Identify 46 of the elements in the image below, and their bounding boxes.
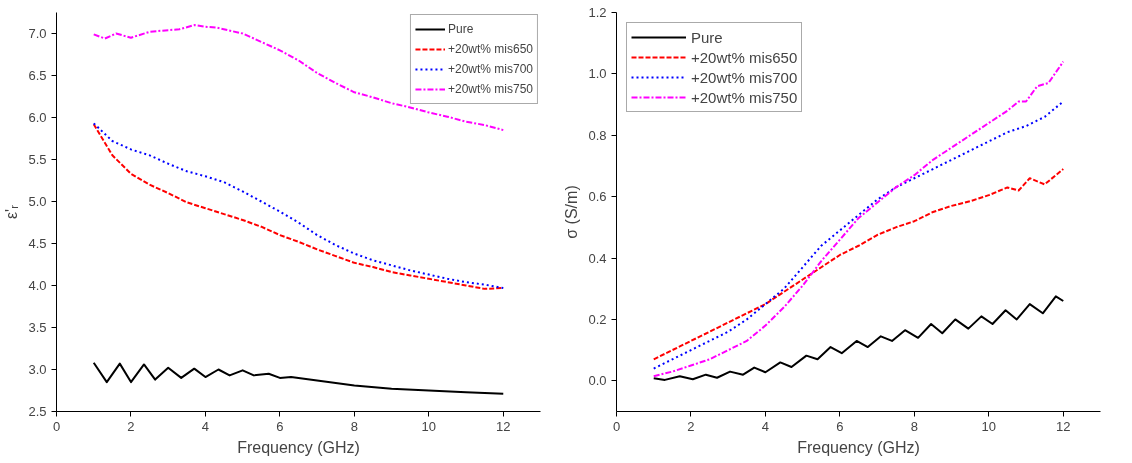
y-tick-label: 7.0 (28, 26, 47, 41)
x-tick-label: 6 (276, 418, 284, 434)
line-series (652, 295, 1065, 381)
y-tick-label: 4.5 (28, 236, 47, 251)
legend-label: +20wt% mis650 (447, 42, 533, 56)
y-tick-label: 0.0 (588, 373, 607, 389)
y-tick-label: 3.0 (28, 362, 47, 377)
y-tick-label: 0.2 (588, 311, 607, 327)
x-tick-label: 12 (496, 418, 511, 434)
y-tick-label: 1.2 (588, 5, 607, 20)
y-tick-label: 0.4 (588, 250, 607, 266)
legend-label: +20wt% mis700 (447, 62, 533, 76)
x-tick-label: 10 (981, 418, 997, 434)
legend-label: +20wt% mis700 (691, 68, 798, 86)
x-tick-label: 4 (761, 418, 770, 434)
x-tick-label: 6 (836, 418, 844, 434)
y-tick-label: 4.0 (28, 278, 47, 293)
legend-label: +20wt% mis650 (691, 48, 798, 66)
x-axis-title: Frequency (GHz) (797, 438, 920, 456)
y-tick-label: 5.5 (28, 152, 47, 167)
x-tick-label: 8 (350, 418, 358, 434)
y-tick-label: 5.0 (28, 194, 47, 209)
x-tick-label: 8 (910, 418, 918, 434)
y-tick-label: 6.0 (28, 110, 47, 125)
legend-label: Pure (691, 28, 723, 46)
x-tick-label: 0 (52, 418, 61, 434)
y-tick-label: 6.5 (28, 68, 47, 83)
x-tick-label: 2 (687, 418, 695, 434)
legend-label: +20wt% mis750 (691, 88, 798, 106)
legend-label: Pure (447, 22, 474, 36)
legend-label: +20wt% mis750 (447, 82, 533, 96)
y-tick-label: 3.5 (28, 320, 47, 335)
y-axis-title: σ (S/m) (563, 185, 581, 239)
x-tick-label: 0 (612, 418, 621, 434)
y-tick-label: 0.8 (588, 127, 607, 143)
x-tick-label: 10 (421, 418, 437, 434)
x-tick-label: 2 (127, 418, 135, 434)
x-tick-label: 4 (201, 418, 210, 434)
y-tick-label: 0.6 (588, 189, 607, 205)
x-axis-title: Frequency (GHz) (237, 438, 360, 456)
y-tick-label: 2.5 (28, 404, 47, 419)
x-tick-label: 12 (1056, 418, 1071, 434)
y-tick-label: 1.0 (588, 66, 607, 82)
y-axis-title: ε'ᵣ (3, 204, 21, 220)
line-series (92, 361, 505, 395)
line-series (652, 168, 1065, 361)
